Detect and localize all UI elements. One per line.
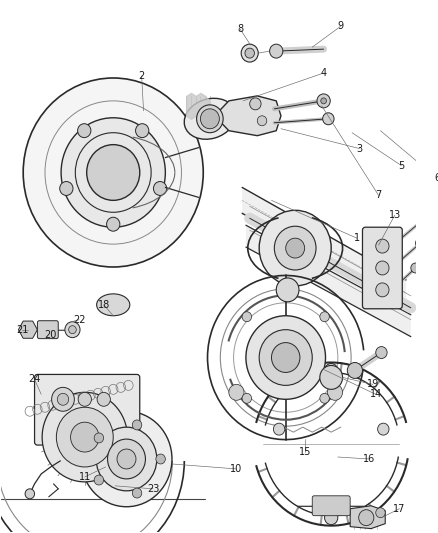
Polygon shape [350,506,385,529]
Text: 15: 15 [298,447,311,457]
Text: 18: 18 [98,300,110,310]
Circle shape [25,489,35,499]
Circle shape [323,113,334,125]
Circle shape [65,322,80,337]
Text: 23: 23 [147,484,159,494]
Circle shape [71,422,99,452]
Circle shape [321,98,326,104]
Text: 3: 3 [357,143,363,154]
Circle shape [276,278,299,302]
Text: 16: 16 [363,454,375,464]
Circle shape [320,393,329,403]
Polygon shape [246,225,411,337]
Text: 21: 21 [16,325,28,335]
Circle shape [52,387,74,411]
Circle shape [359,510,374,526]
Polygon shape [18,321,37,338]
Circle shape [347,362,363,378]
Circle shape [320,312,329,322]
Circle shape [229,384,244,400]
Text: 4: 4 [321,68,327,78]
Circle shape [317,94,330,108]
Text: 20: 20 [45,329,57,340]
Text: 10: 10 [230,464,243,474]
Text: 13: 13 [389,210,401,220]
Circle shape [274,226,316,270]
Circle shape [69,326,76,334]
Circle shape [325,364,338,377]
Circle shape [273,423,285,435]
Text: 24: 24 [28,374,41,384]
Circle shape [325,511,338,524]
Text: 6: 6 [434,173,438,183]
Circle shape [328,384,343,400]
Circle shape [270,44,283,58]
Circle shape [23,78,203,267]
Circle shape [57,393,69,405]
Text: 22: 22 [73,314,85,325]
Circle shape [376,283,389,297]
Circle shape [246,316,325,399]
Text: 14: 14 [370,389,382,399]
Circle shape [272,343,300,373]
Text: 9: 9 [338,21,344,31]
Circle shape [416,238,425,248]
FancyBboxPatch shape [35,375,140,445]
Text: 7: 7 [375,190,381,200]
Circle shape [117,449,136,469]
Circle shape [96,427,157,491]
Circle shape [57,407,113,467]
Circle shape [156,454,166,464]
Ellipse shape [197,105,223,133]
Circle shape [378,423,389,435]
Circle shape [201,109,219,129]
Circle shape [242,393,251,403]
Ellipse shape [184,98,236,139]
Circle shape [411,263,420,273]
Circle shape [132,420,142,430]
FancyBboxPatch shape [363,227,402,309]
Polygon shape [242,188,406,306]
Text: 11: 11 [79,472,91,482]
Text: 5: 5 [398,160,404,171]
Circle shape [320,366,343,389]
Circle shape [106,217,120,231]
Circle shape [61,118,166,227]
Circle shape [420,213,430,223]
Polygon shape [215,96,281,136]
Circle shape [376,261,389,275]
Circle shape [376,508,385,518]
Text: 8: 8 [237,24,243,34]
Circle shape [245,48,254,58]
Text: 2: 2 [138,71,145,81]
FancyBboxPatch shape [37,321,58,338]
Text: 1: 1 [354,233,360,243]
Circle shape [242,312,251,322]
Circle shape [81,411,172,507]
Ellipse shape [97,294,130,316]
Circle shape [78,124,91,138]
Circle shape [153,182,167,196]
Text: 17: 17 [393,504,406,514]
Circle shape [60,182,73,196]
Circle shape [94,433,104,443]
Circle shape [286,238,305,258]
Circle shape [42,392,127,482]
Circle shape [259,211,331,286]
Circle shape [132,488,142,498]
Circle shape [108,439,145,479]
Circle shape [250,98,261,110]
Circle shape [78,392,92,406]
Circle shape [94,475,104,485]
Circle shape [259,330,312,385]
Circle shape [241,44,258,62]
Circle shape [376,346,387,359]
Circle shape [376,239,389,253]
FancyBboxPatch shape [312,496,350,516]
Text: 19: 19 [367,379,379,390]
Circle shape [97,392,110,406]
Circle shape [87,144,140,200]
Circle shape [257,116,267,126]
Circle shape [135,124,149,138]
